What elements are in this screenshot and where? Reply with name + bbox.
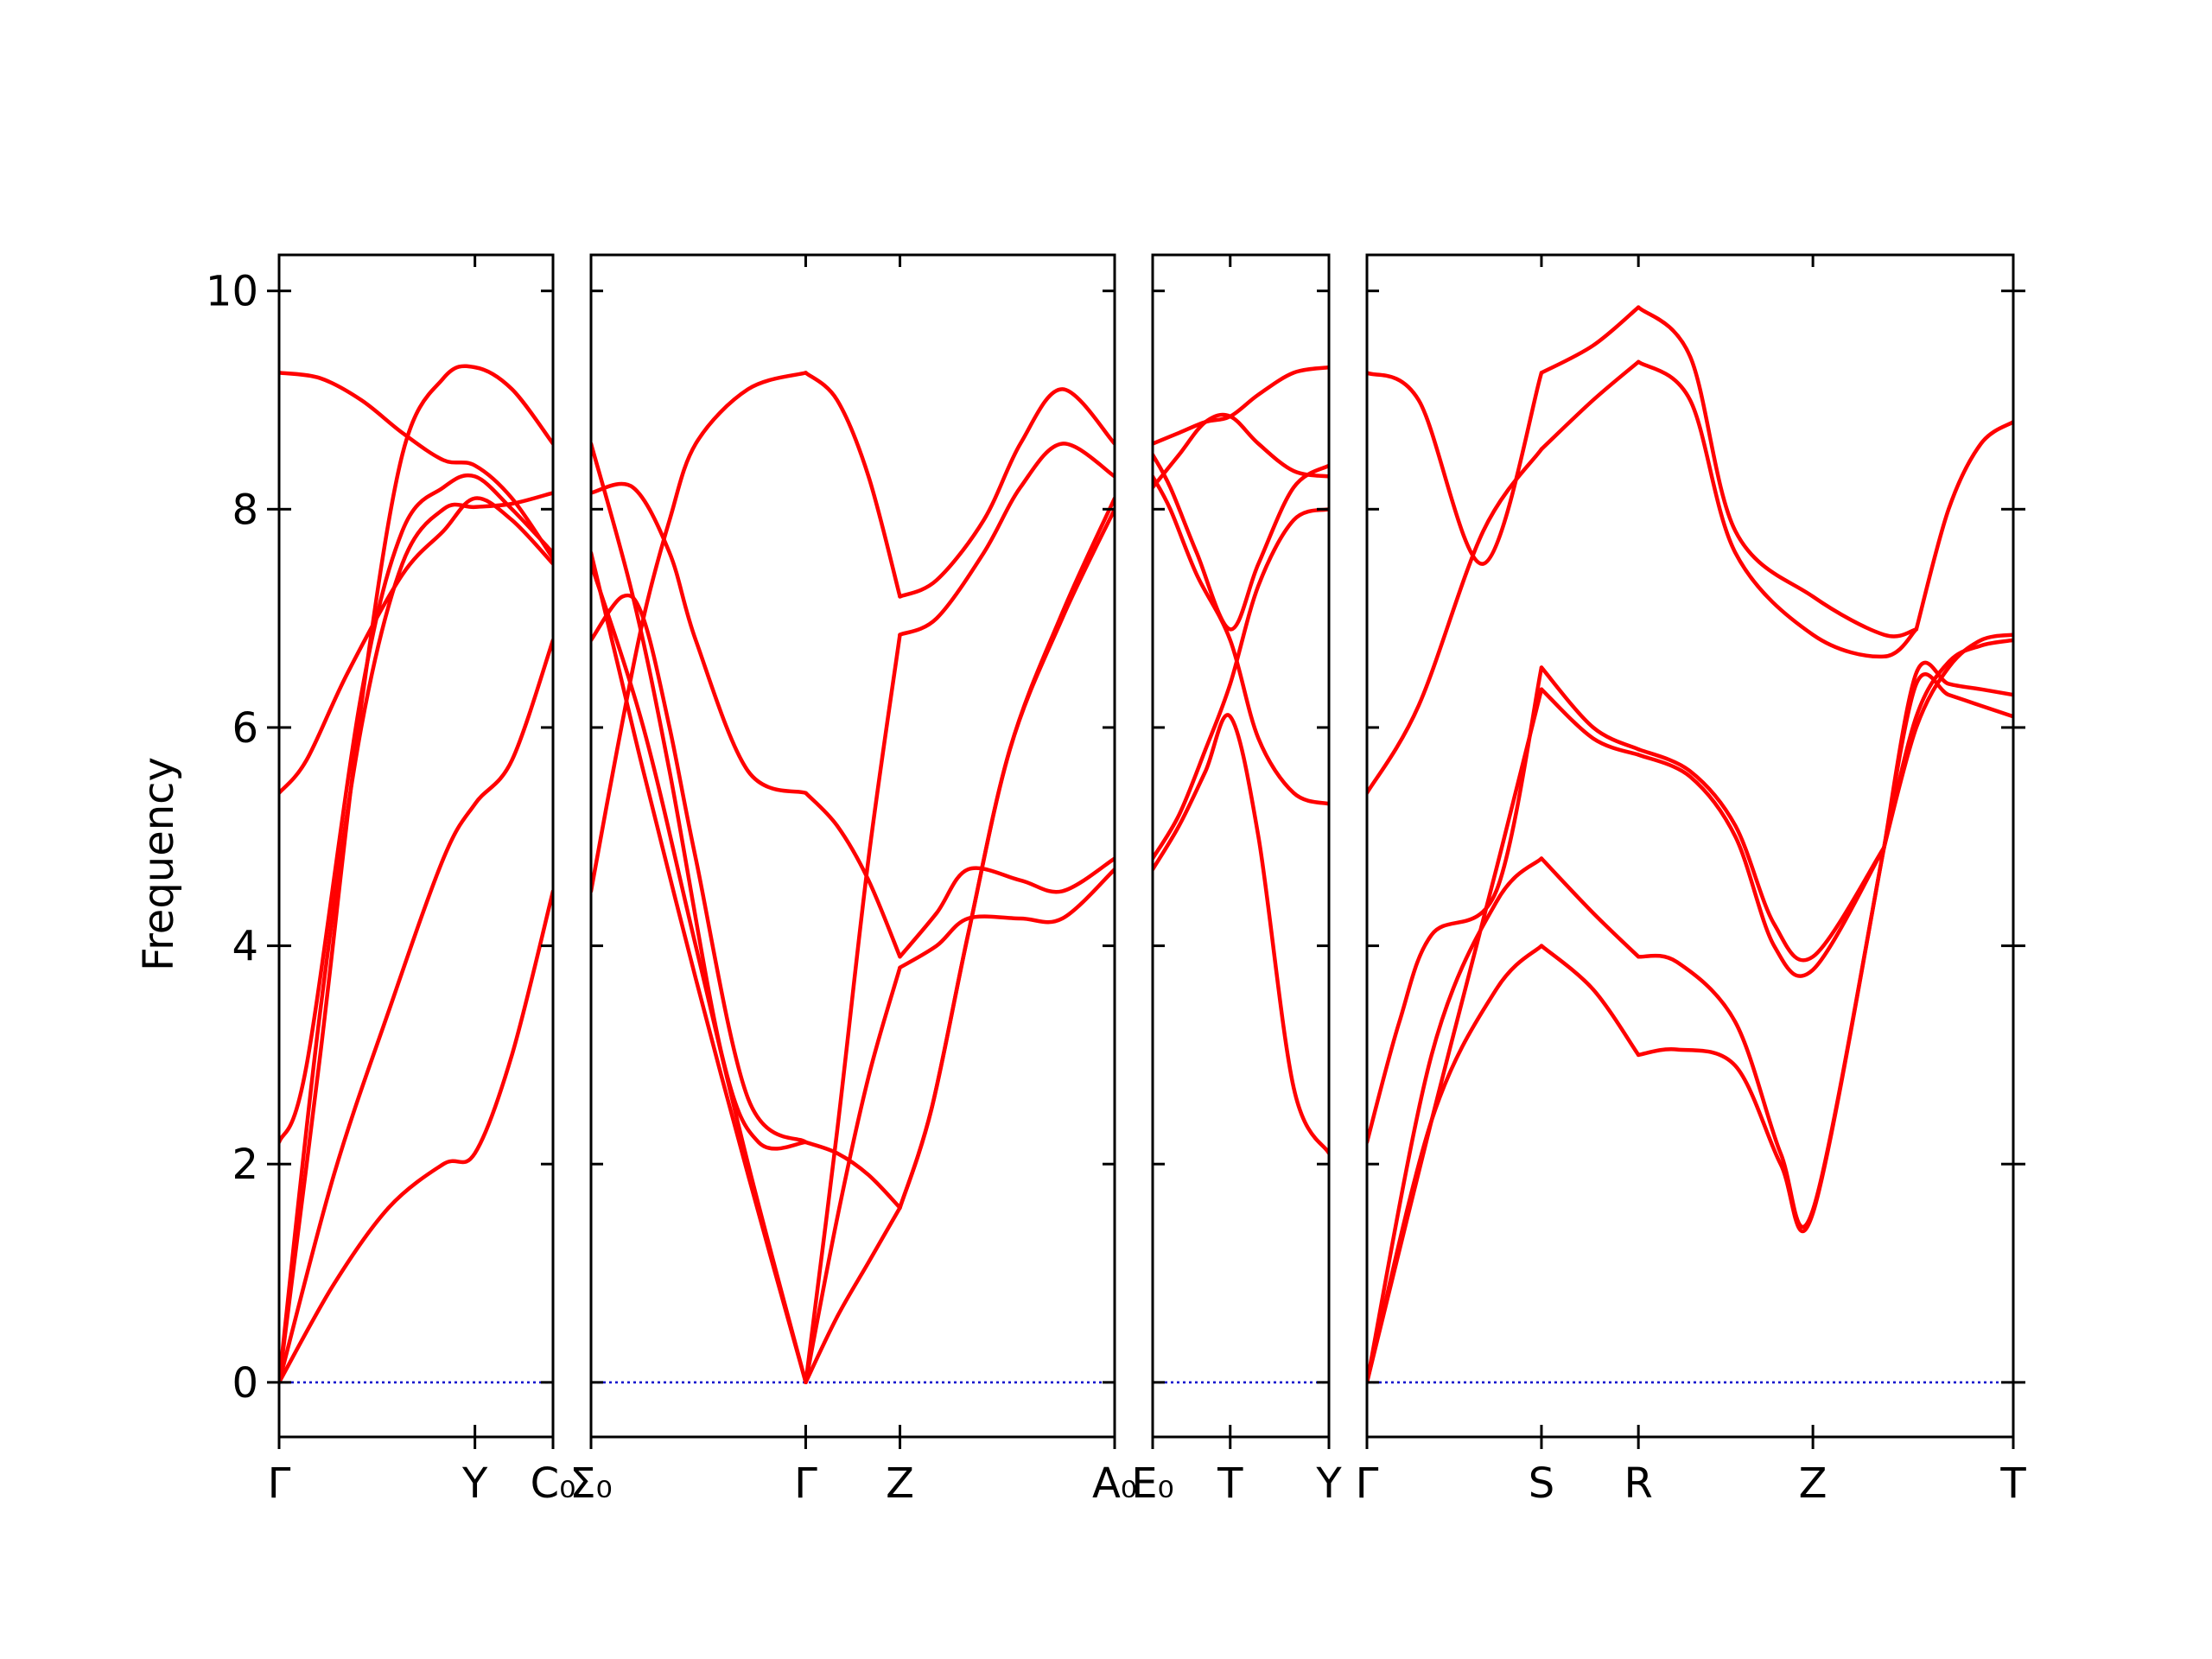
band-line [804,1205,902,1385]
band-line [1367,371,1544,566]
x-tick-label: Z [886,1459,914,1508]
y-tick-label: 10 [206,268,258,316]
x-tick-label: Γ [268,1459,291,1508]
band-line [1636,747,1886,963]
band-line [1636,359,1919,659]
band-line [804,371,902,599]
band-line [898,856,1115,959]
y-tick-label: 2 [232,1141,258,1189]
bands [1367,305,2013,1385]
band-line [1539,665,1641,752]
band-line [591,481,808,795]
x-tick-label: Σ₀ [569,1459,613,1508]
band-line [1882,660,2013,850]
band-line [279,371,553,561]
band-line [898,867,1115,970]
x-tick-label: T [1999,1459,2026,1508]
x-tick-label: Y [1315,1459,1342,1508]
band-line [591,550,808,1385]
band-line [279,364,553,1385]
band-line [279,889,553,1385]
x-tick-label: T [1217,1459,1243,1508]
band-line [804,1140,902,1210]
panel-frame [277,253,555,1439]
x-tick-label: A₀ [1092,1459,1137,1508]
band-line [1367,665,1544,1145]
band-line [1153,365,1329,446]
band-line [279,473,553,1145]
band-line [1539,687,1641,757]
band-line [1367,944,1544,1385]
panel-3: E₀ T Y [1131,253,1342,1508]
band-line [1153,713,1329,1155]
band-line [1539,856,1641,959]
x-tick-label: C₀ [531,1459,576,1508]
band-line [1367,687,1544,1385]
band-line [804,791,902,959]
band-line [279,491,553,1385]
panel-2: Σ₀ Γ Z A₀ [569,253,1137,1508]
panel-frame [589,253,1116,1439]
band-line [898,387,1115,599]
band-line [1914,420,2013,632]
x-tick-label: Y [461,1459,488,1508]
y-tick-label: 4 [232,923,258,971]
band-line [591,593,808,1145]
band-line [898,496,1115,1210]
band-line [1153,474,1329,806]
bands [591,371,1115,1385]
y-tick-label: 8 [232,486,258,534]
panel-1: 0 2 4 6 8 10 Γ Y C₀ [206,253,576,1508]
band-line [1636,845,1886,1230]
band-line [1153,452,1329,632]
band-line [804,965,902,1385]
band-line [898,442,1115,637]
band-line [591,371,808,893]
band-line [1636,845,1886,1233]
x-tick-label: Z [1799,1459,1827,1508]
band-line [1367,447,1544,795]
band-line [1636,753,1886,978]
band-line [279,638,553,1385]
panel-frame [1365,253,2015,1439]
band-line [1539,359,1641,452]
x-tick-label: E₀ [1131,1459,1174,1508]
x-tick-label: Γ [1356,1459,1379,1508]
band-line [1153,507,1329,861]
panel-frame [1151,253,1331,1439]
band-line [1539,305,1641,375]
bands [1153,365,1329,1155]
x-tick-label: R [1624,1459,1652,1508]
band-line [1367,856,1544,1385]
y-tick-label: 0 [232,1359,258,1408]
band-line [591,442,808,1151]
band-line [1539,944,1641,1058]
x-tick-label: S [1529,1459,1554,1508]
band-line [1636,305,1919,639]
bands [279,364,553,1385]
x-tick-label: Γ [794,1459,817,1508]
band-line [1153,412,1329,490]
y-axis-label: Frequency [135,757,183,971]
y-tick-label: 6 [232,704,258,753]
band-line [804,632,902,1385]
band-line [279,496,553,795]
